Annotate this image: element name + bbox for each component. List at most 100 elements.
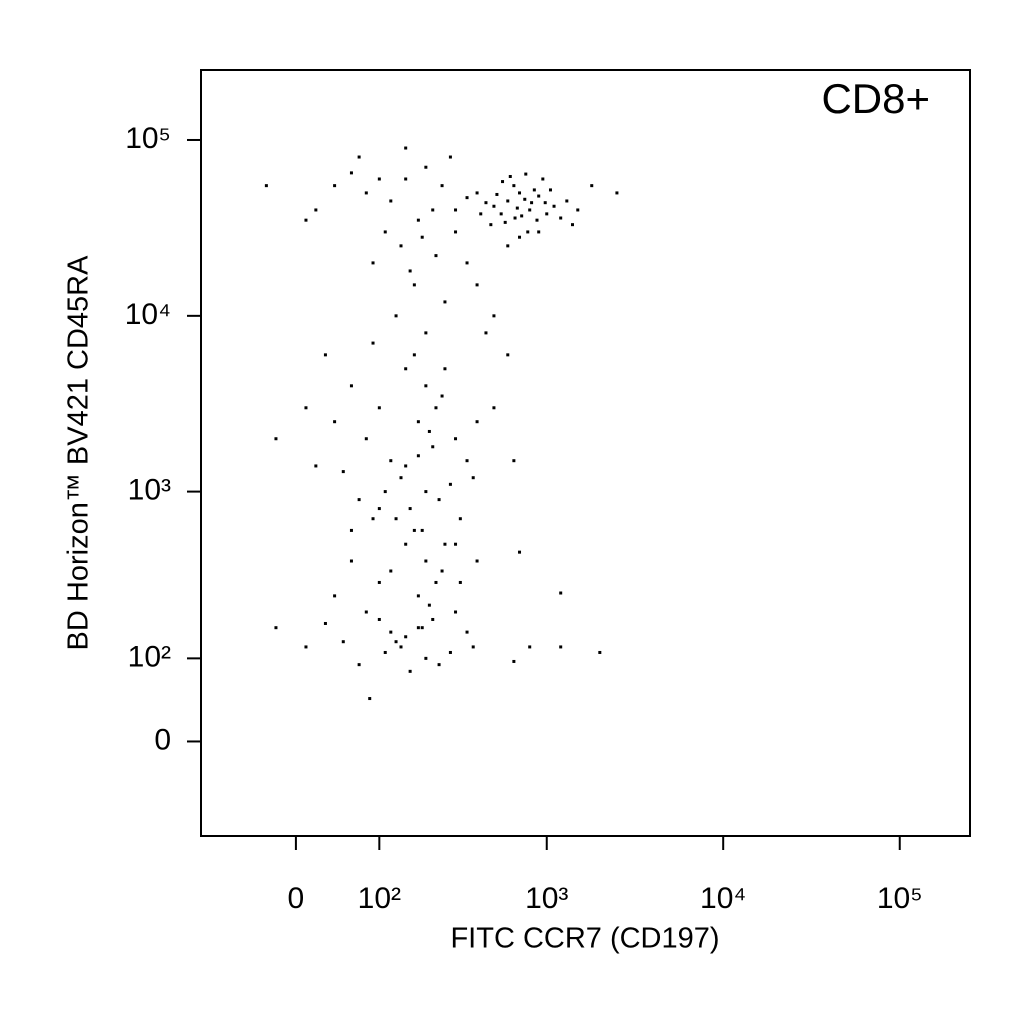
point <box>412 353 416 357</box>
point <box>333 184 337 188</box>
point <box>377 617 381 621</box>
point <box>304 645 308 649</box>
x-tick-label: 0 <box>288 882 305 915</box>
point <box>512 659 516 663</box>
point <box>518 235 522 239</box>
point <box>528 208 532 212</box>
point <box>454 610 458 614</box>
point <box>434 580 438 584</box>
point <box>323 621 327 625</box>
point <box>443 542 447 546</box>
point <box>448 650 452 654</box>
point <box>404 146 408 150</box>
point <box>389 459 393 463</box>
point <box>475 420 479 424</box>
point <box>541 177 545 181</box>
point <box>440 394 444 398</box>
point <box>528 645 532 649</box>
point <box>499 212 503 216</box>
point <box>404 177 408 181</box>
point <box>506 244 510 248</box>
point <box>368 697 372 701</box>
point <box>364 191 368 195</box>
point <box>437 663 441 667</box>
point <box>404 635 408 639</box>
point <box>314 464 318 468</box>
point <box>431 208 435 212</box>
point <box>524 172 528 176</box>
point <box>333 420 337 424</box>
point <box>458 580 462 584</box>
point <box>427 429 431 433</box>
point <box>440 569 444 573</box>
point <box>471 476 475 480</box>
point <box>420 235 424 239</box>
point <box>408 507 412 511</box>
point <box>590 184 594 188</box>
point <box>465 630 469 634</box>
point <box>274 437 278 441</box>
y-axis-label: BD Horizon™ BV421 CD45RA <box>63 255 95 651</box>
point <box>412 528 416 532</box>
point <box>394 517 398 521</box>
point <box>357 498 361 502</box>
point <box>416 454 420 458</box>
point <box>408 269 412 273</box>
point <box>559 645 563 649</box>
point <box>508 174 512 178</box>
point <box>458 517 462 521</box>
point <box>559 591 563 595</box>
point <box>465 261 469 265</box>
point <box>394 314 398 318</box>
point <box>416 594 420 598</box>
point <box>501 180 505 184</box>
point <box>512 184 516 188</box>
point <box>518 550 522 554</box>
x-tick-label: 10⁴ <box>700 882 746 915</box>
point <box>489 223 493 227</box>
point <box>443 300 447 304</box>
point <box>377 507 381 511</box>
point <box>513 216 517 220</box>
point <box>416 420 420 424</box>
point <box>471 645 475 649</box>
point <box>545 212 549 216</box>
point <box>427 603 431 607</box>
point <box>399 645 403 649</box>
point <box>535 218 539 222</box>
point <box>448 155 452 159</box>
point <box>371 261 375 265</box>
point <box>443 367 447 371</box>
point <box>437 498 441 502</box>
y-tick-label: 10² <box>128 640 171 673</box>
point <box>440 184 444 188</box>
point <box>349 559 353 563</box>
point <box>314 208 318 212</box>
point <box>526 230 530 234</box>
point <box>424 559 428 563</box>
point <box>357 663 361 667</box>
point <box>399 244 403 248</box>
point <box>530 201 534 205</box>
point <box>341 470 345 474</box>
point <box>475 559 479 563</box>
point <box>383 650 387 654</box>
point <box>431 617 435 621</box>
point <box>484 201 488 205</box>
point <box>424 490 428 494</box>
y-tick-label: 0 <box>154 723 171 756</box>
point <box>576 208 580 212</box>
point <box>377 177 381 181</box>
point <box>532 188 536 192</box>
point <box>424 384 428 388</box>
point <box>492 204 496 208</box>
point <box>412 283 416 287</box>
point <box>484 331 488 335</box>
point <box>389 199 393 203</box>
point <box>416 626 420 630</box>
y-tick-label: 10⁵ <box>125 122 171 155</box>
point <box>383 490 387 494</box>
point <box>548 188 552 192</box>
point <box>465 459 469 463</box>
point <box>377 406 381 410</box>
